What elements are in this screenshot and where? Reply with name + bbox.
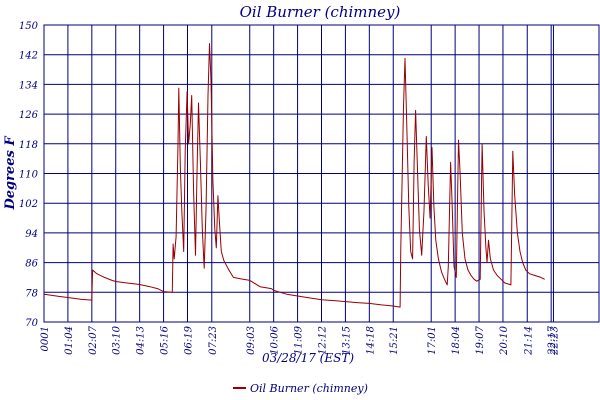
x-tick-label: 19:07 [475, 325, 486, 354]
x-tick-label: 11:09 [294, 325, 305, 354]
y-tick-label: 142 [19, 51, 38, 62]
series-line [43, 43, 545, 308]
y-tick-label: 86 [25, 259, 38, 270]
chart-title: Oil Burner (chimney) [240, 3, 401, 21]
plot-lines [43, 43, 545, 308]
x-tick-label: 02:07 [88, 325, 99, 354]
x-tick-label: 10:06 [270, 325, 281, 354]
x-tick-label: 20:10 [499, 325, 510, 355]
x-tick-label: 03:10 [112, 325, 123, 354]
plot-frame [43, 24, 600, 323]
x-tick-label: 18:04 [451, 326, 462, 355]
y-tick-label: 102 [19, 199, 38, 210]
x-tick-label: 22:23 [549, 326, 560, 356]
y-tick-label: 126 [19, 110, 39, 121]
x-tick-label: 04:13 [136, 326, 147, 355]
x-tick-label: 01:04 [64, 326, 75, 355]
gridlines [44, 24, 599, 323]
y-tick-label: 70 [25, 318, 38, 329]
x-tick-label: 06:19 [183, 325, 194, 354]
x-tick-label: 22:17 [547, 325, 558, 355]
x-tick-label: 05:16 [160, 325, 171, 354]
x-tick-label: 21:14 [523, 326, 534, 356]
x-axis-label: 03/28/17 (EST) [262, 351, 354, 365]
tick-labels: 70 78 86 94 102 110 118 126 134 142 150 0001 01:04 02… [19, 21, 561, 356]
y-tick-label: 150 [19, 21, 39, 32]
x-tick-label: 13:15 [341, 326, 352, 355]
legend-label: Oil Burner (chimney) [250, 382, 368, 395]
y-tick-label: 134 [19, 80, 38, 91]
x-tick-label: 0001 [40, 326, 51, 351]
x-tick-label: 09:03 [246, 326, 257, 355]
y-tick-label: 94 [25, 229, 38, 240]
x-tick-label: 17:01 [427, 326, 438, 355]
x-tick-label: 14:18 [365, 326, 376, 355]
legend: Oil Burner (chimney) [233, 382, 368, 395]
y-axis-label: Degrees F [3, 136, 18, 211]
y-tick-label: 78 [25, 288, 38, 299]
x-tick-label: 07:23 [208, 326, 219, 355]
y-tick-label: 118 [19, 140, 38, 151]
y-tick-label: 110 [19, 170, 39, 181]
x-tick-label: 15:21 [389, 326, 400, 355]
x-tick-label: 12:12 [318, 326, 329, 355]
